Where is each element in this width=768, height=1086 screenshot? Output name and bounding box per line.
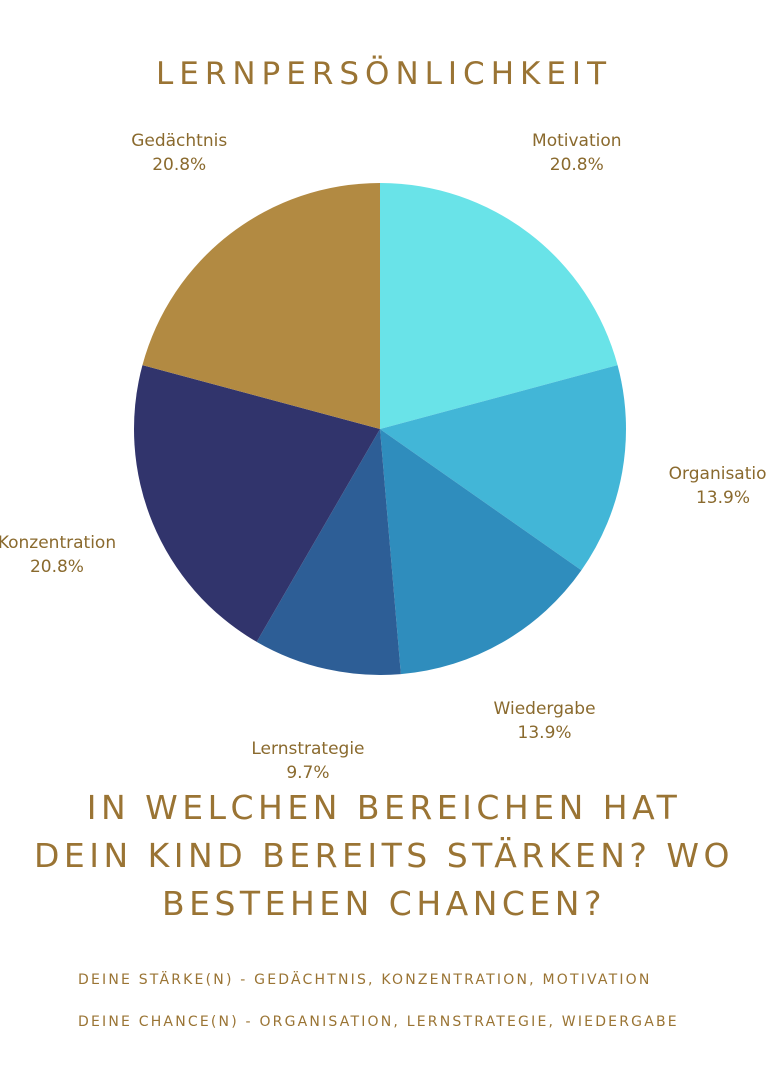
slice-label-wiedergabe: Wiedergabe 13.9% <box>494 697 596 745</box>
slice-label-gedächtnis: Gedächtnis 20.8% <box>131 129 227 177</box>
pie-slice-wiedergabe <box>380 429 582 675</box>
pie-slice-motivation <box>380 183 618 429</box>
strengths-text: DEINE STÄRKE(N) - GEDÄCHTNIS, KONZENTRAT… <box>78 972 652 988</box>
slice-label-organisation: Organisation 13.9% <box>669 462 768 510</box>
chances-text: DEINE CHANCE(N) - ORGANISATION, LERNSTRA… <box>78 1014 679 1030</box>
slice-label-value: 20.8% <box>152 155 207 176</box>
question-heading: IN WELCHEN BEREICHEN HAT DEIN KIND BEREI… <box>0 784 768 928</box>
slice-label-name: Organisation <box>668 464 768 485</box>
pie-chart <box>133 183 627 675</box>
slice-label-name: Lernstrategie <box>251 739 365 760</box>
slice-label-name: Konzentration <box>0 532 117 553</box>
slice-label-name: Motivation <box>532 131 622 152</box>
page-title: LERNPERSÖNLICHKEIT <box>155 56 613 92</box>
question-line-2: DEIN KIND BEREITS STÄRKEN? WO <box>33 836 735 875</box>
slice-label-value: 20.8% <box>549 155 604 176</box>
question-line-1: IN WELCHEN BEREICHEN HAT <box>86 788 682 827</box>
slice-label-value: 13.9% <box>695 488 750 509</box>
pie-slice-organisation <box>380 365 627 571</box>
slice-label-value: 20.8% <box>29 556 84 577</box>
slice-label-name: Wiedergabe <box>493 699 596 720</box>
slice-label-lernstrategie: Lernstrategie 9.7% <box>251 737 364 785</box>
question-line-3: BESTEHEN CHANCEN? <box>162 884 606 923</box>
pie-slice-lernstrategie <box>256 429 401 675</box>
slice-label-value: 13.9% <box>517 723 572 744</box>
slice-label-name: Gedächtnis <box>131 131 228 152</box>
slice-label-motivation: Motivation 20.8% <box>532 129 622 177</box>
slice-label-value: 9.7% <box>286 763 330 784</box>
pie-slice-konzentration <box>133 365 380 642</box>
slice-label-konzentration: Konzentration 20.8% <box>0 531 116 579</box>
pie-slice-gedächtnis <box>142 183 380 429</box>
